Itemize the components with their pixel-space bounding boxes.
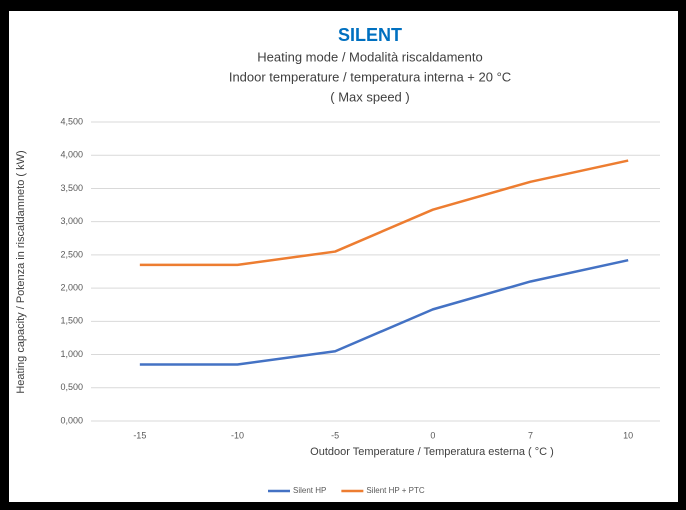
line-series bbox=[139, 258, 629, 366]
y-tick-label: 2,000 bbox=[60, 282, 83, 292]
chart-title: SILENT bbox=[338, 25, 402, 45]
subtitle: ( Max speed ) bbox=[330, 89, 409, 104]
x-tick-label: -15 bbox=[133, 430, 146, 440]
chart-area bbox=[9, 11, 678, 502]
subtitle: Indoor temperature / temperatura interna… bbox=[229, 69, 511, 84]
y-tick-label: 0,000 bbox=[60, 415, 83, 425]
y-tick-label: 3,500 bbox=[60, 183, 83, 193]
y-axis-label: Heating capacity / Potenza in riscaldamn… bbox=[15, 150, 27, 393]
x-tick-label: 10 bbox=[623, 430, 633, 440]
legend-label: Silent HP bbox=[293, 486, 326, 495]
legend-label: Silent HP + PTC bbox=[366, 486, 425, 495]
y-tick-label: 0,500 bbox=[60, 382, 83, 392]
subtitle: Heating mode / Modalità riscaldamento bbox=[257, 49, 482, 64]
x-tick-label: 0 bbox=[430, 430, 435, 440]
y-tick-label: 2,500 bbox=[60, 249, 83, 259]
line-series bbox=[139, 159, 629, 267]
x-tick-label: -10 bbox=[231, 430, 244, 440]
y-tick-label: 1,000 bbox=[60, 349, 83, 359]
y-tick-label: 4,000 bbox=[60, 150, 83, 160]
x-tick-label: 7 bbox=[528, 430, 533, 440]
y-tick-label: 1,500 bbox=[60, 316, 83, 326]
x-tick-label: -5 bbox=[331, 430, 339, 440]
x-axis-label: Outdoor Temperature / Temperatura estern… bbox=[310, 446, 554, 458]
y-tick-label: 3,000 bbox=[60, 216, 83, 226]
y-tick-label: 4,500 bbox=[60, 116, 83, 126]
